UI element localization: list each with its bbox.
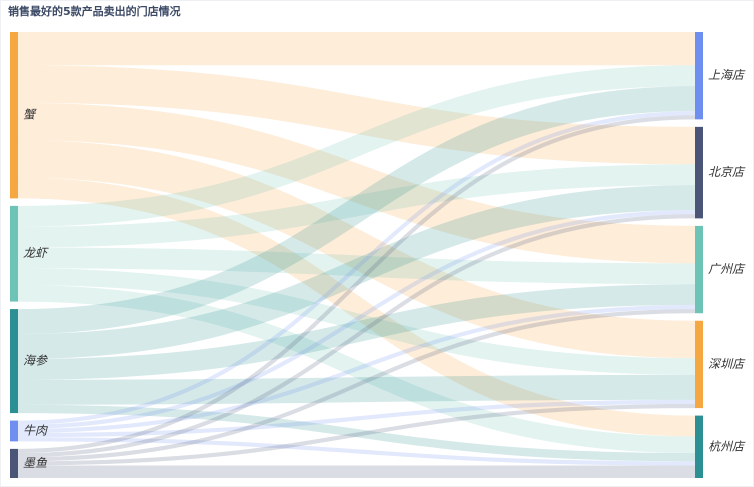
sankey-link — [17, 309, 696, 462]
sankey-link — [17, 214, 696, 458]
sankey-node — [10, 205, 18, 302]
sankey-link — [17, 210, 696, 429]
sankey-link — [17, 65, 696, 165]
sankey-link — [17, 437, 696, 466]
sankey-node — [695, 126, 703, 219]
node-label: 蟹 — [23, 108, 37, 122]
node-label: 海参 — [23, 354, 48, 368]
sankey-link — [17, 115, 696, 454]
sankey-link — [17, 102, 696, 264]
sankey-link — [17, 399, 696, 438]
node-label: 深圳店 — [708, 357, 746, 371]
sankey-link — [17, 185, 696, 359]
sankey-node — [695, 225, 703, 314]
sankey-link — [17, 140, 696, 359]
sankey-link — [17, 403, 696, 466]
sankey-link — [17, 164, 696, 248]
sankey-link — [17, 86, 696, 335]
sankey-node — [10, 32, 18, 199]
sankey-node — [10, 309, 18, 414]
chart-title: 销售最好的5款产品卖出的门店情况 — [8, 4, 181, 18]
node-label: 广州店 — [708, 262, 746, 276]
sankey-link — [17, 177, 696, 437]
node-label: 龙虾 — [23, 246, 49, 260]
links — [17, 31, 696, 479]
sankey-node — [10, 448, 18, 478]
sankey-link — [17, 111, 696, 425]
node-label: 上海店 — [708, 68, 746, 82]
sankey-link — [17, 284, 696, 380]
sankey-link — [17, 404, 696, 462]
sankey-link — [17, 374, 696, 405]
node-label: 杭州店 — [708, 439, 746, 453]
node-label: 墨鱼 — [23, 456, 47, 470]
sankey-node — [695, 415, 703, 478]
sankey-node — [10, 420, 18, 442]
sankey-link — [17, 247, 696, 285]
sankey-link — [17, 284, 696, 454]
node-label: 北京店 — [708, 165, 746, 179]
sankey-node — [695, 32, 703, 120]
sankey-node — [695, 320, 703, 409]
sankey-link — [17, 65, 696, 227]
node-label: 牛肉 — [23, 423, 48, 437]
sankey-link — [17, 304, 696, 434]
sankey-link — [17, 268, 696, 375]
